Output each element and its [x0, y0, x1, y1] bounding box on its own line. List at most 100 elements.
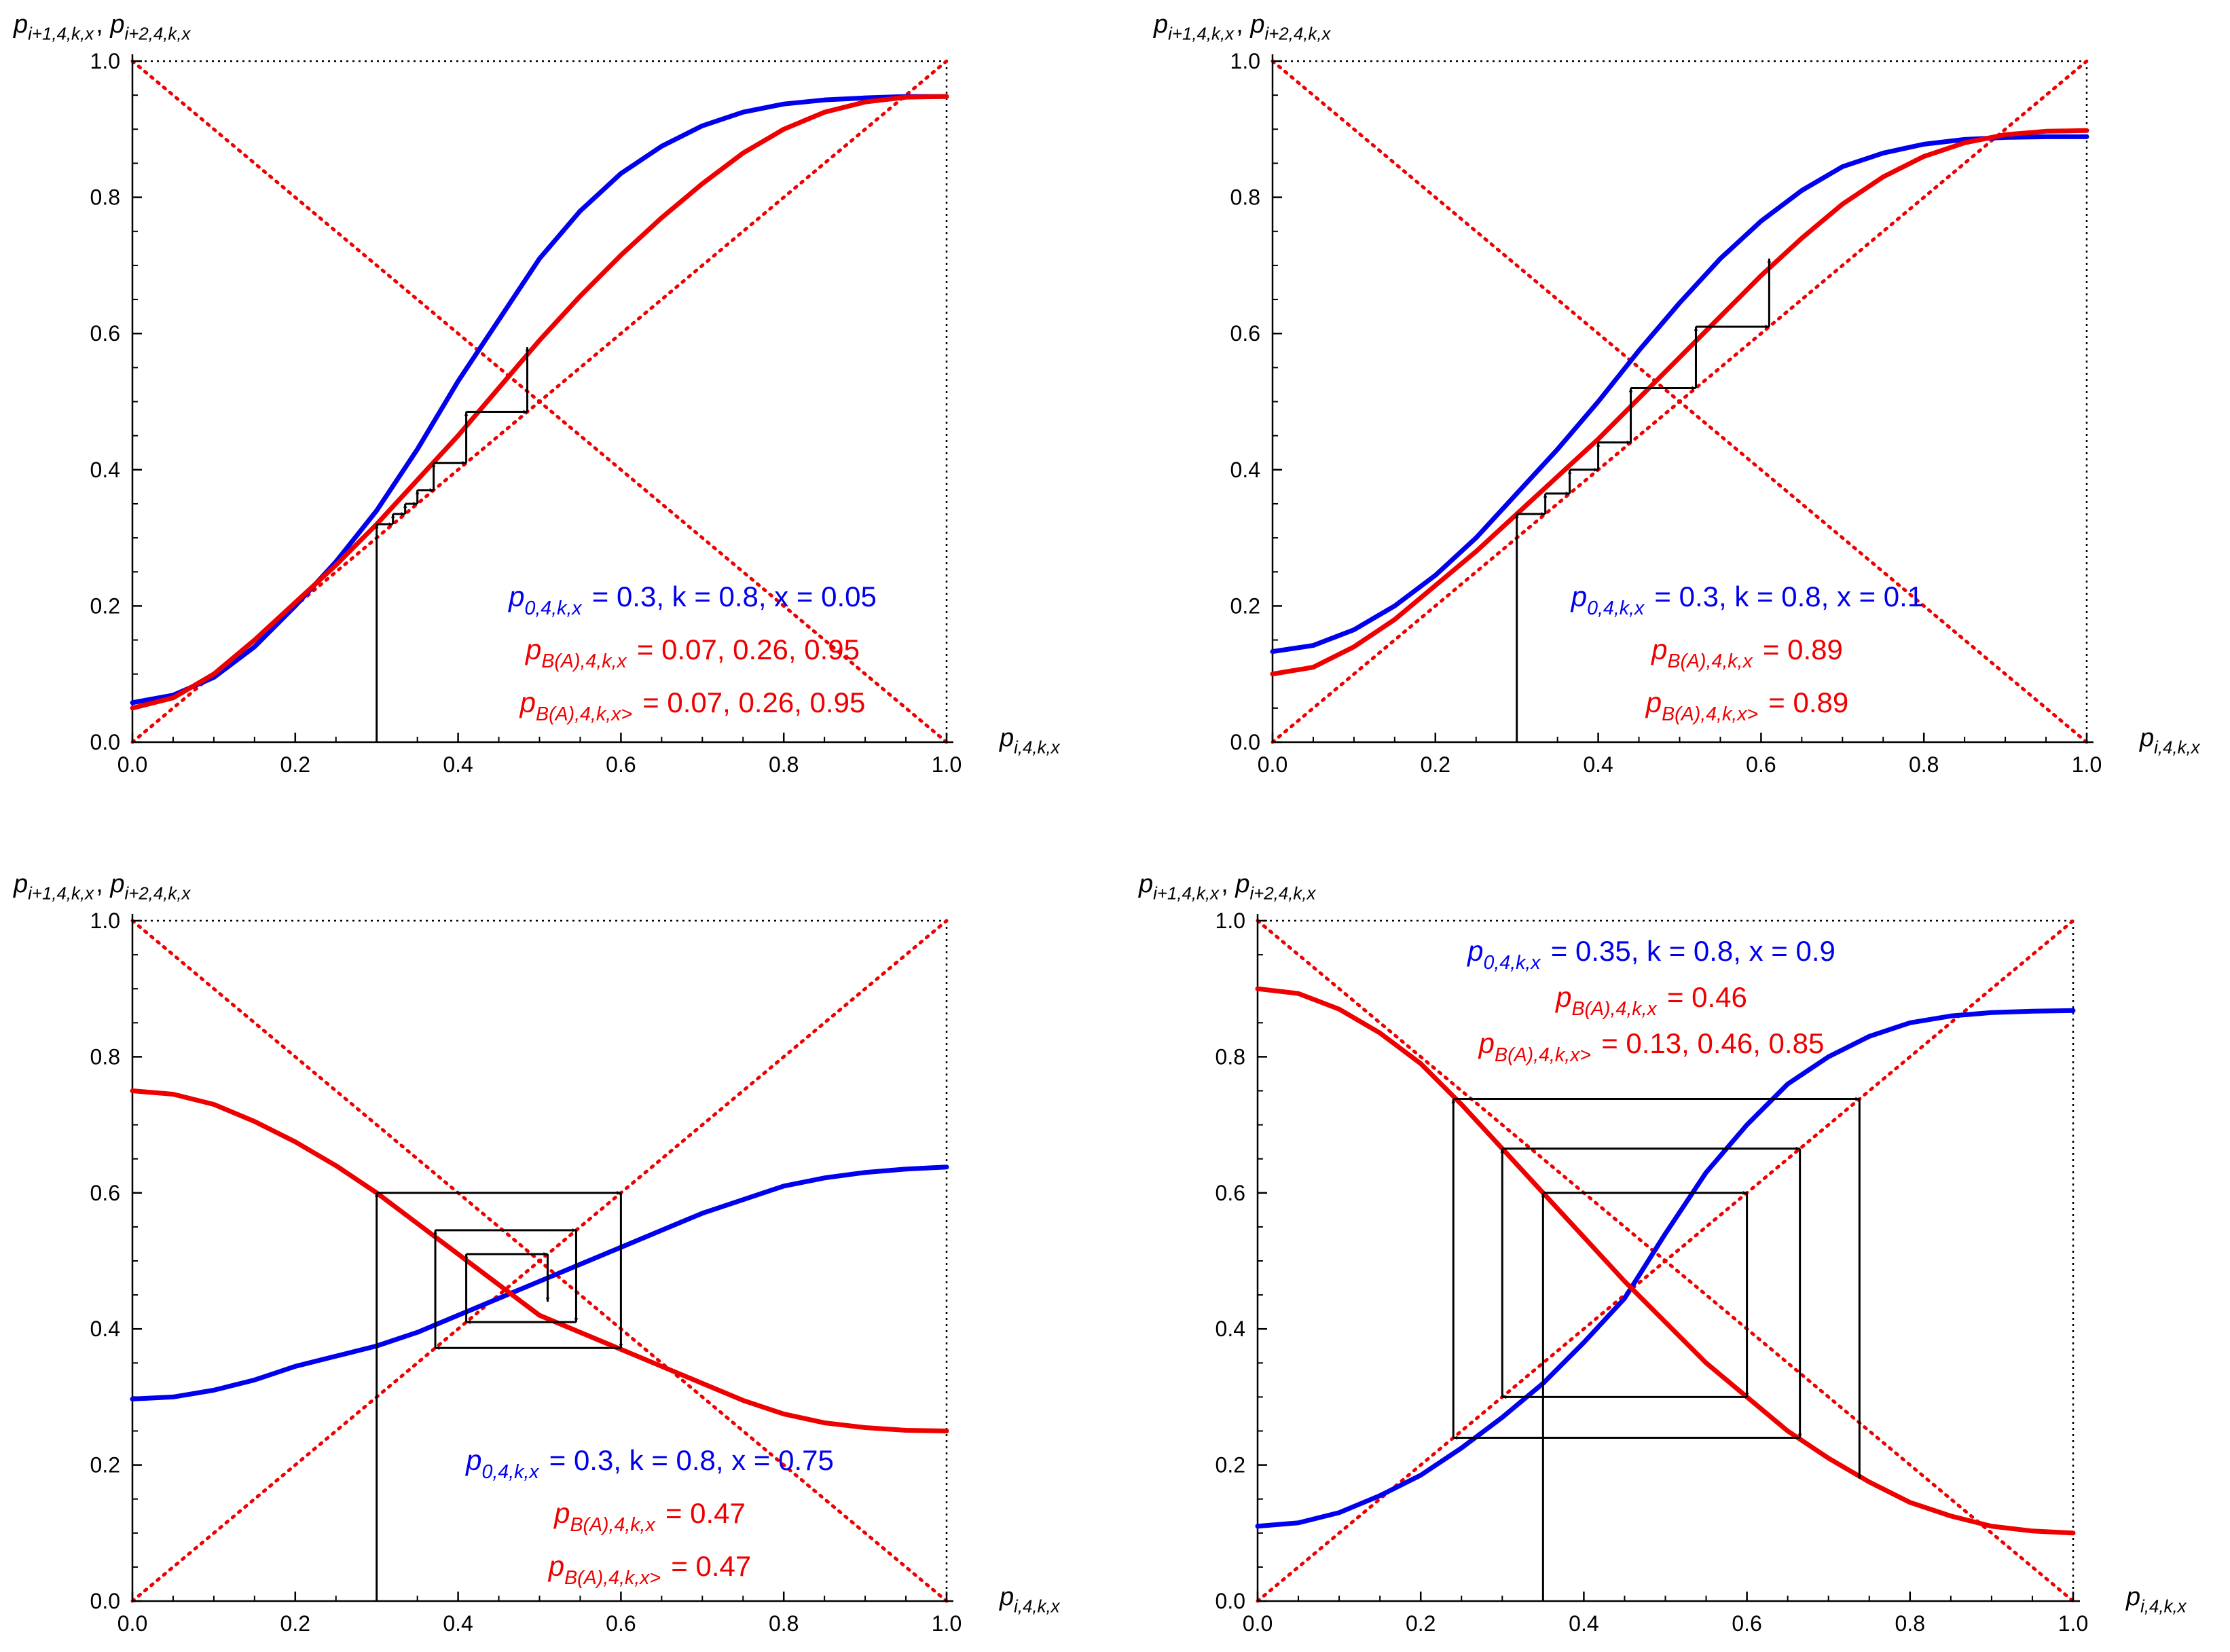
anti-diagonal: [130, 919, 949, 1603]
x-axis-label: pi,4,k,x: [2125, 1583, 2189, 1617]
x-tick-label: 0.8: [1895, 1611, 1925, 1636]
y-tick-label: 0.4: [90, 1317, 120, 1341]
y-axis-label-part: ,: [96, 10, 110, 39]
y-axis-label-part: p: [109, 870, 124, 898]
annotation-line-2-subscript: B(A),4,k,x: [570, 1514, 656, 1536]
x-tick-label: 1.0: [2058, 1611, 2088, 1636]
x-tick-label: 0.0: [117, 752, 147, 777]
panel-top-left: 0.0 0.2 0.4 0.6 0.8 1.00.00.20.40.60.81.0pi,4…: [13, 10, 1062, 777]
x-tick-label: 0.0: [1243, 1611, 1273, 1636]
x-tick-label: 0.6: [1746, 752, 1776, 777]
annotation-line-1: p0,4,k,x = 0.3, k = 0.8, x = 0.1: [1570, 581, 1923, 619]
annotation-line-2-subscript: B(A),4,k,x: [1667, 650, 1753, 672]
y-tick-label: 1.0: [90, 49, 120, 73]
x-tick-label: 1.0: [932, 752, 962, 777]
y-axis-label-part: ,: [1236, 10, 1250, 39]
x-axis-label-baseline: [2200, 724, 2202, 752]
y-tick-label: 0.2: [90, 1453, 120, 1477]
y-axis-label-part: p: [1153, 10, 1168, 39]
y-tick-label: 0.4: [1215, 1317, 1245, 1341]
series-line-blue: [1255, 1008, 2076, 1529]
annotation-line-1-part: = 0.3, k = 0.8, x = 0.75: [541, 1444, 834, 1476]
annotation-line-1-subscript: 0,4,k,x: [481, 1461, 540, 1483]
y-tick-label: 0.8: [90, 1044, 120, 1069]
x-tick-label: 0.4: [1569, 1611, 1598, 1636]
x-axis-label: pi,4,k,x: [999, 724, 1062, 758]
x-tick-label: 1.0: [2072, 752, 2102, 777]
annotation-line-2-part: = 0.46: [1659, 981, 1747, 1013]
annotation-line-3: pB(A),4,k,x> = 0.47: [547, 1550, 751, 1589]
y-tick-label: 0.2: [1230, 593, 1260, 618]
x-tick-label: 0.8: [1909, 752, 1939, 777]
x-tick-label: 0.2: [1406, 1611, 1436, 1636]
annotation-line-1-part: = 0.35, k = 0.8, x = 0.9: [1543, 935, 1835, 967]
y-tick-label: 0.4: [90, 458, 120, 482]
x-axis-label-part: p: [2139, 724, 2154, 752]
x-tick-label: 0.2: [280, 752, 310, 777]
y-axis-label-part: p: [1249, 10, 1264, 39]
x-tick-label: 0.0: [1258, 752, 1287, 777]
y-axis-label-subscript: i+2,4,k,x: [125, 25, 191, 44]
x-axis-label-subscript: i,4,k,x: [1014, 1598, 1061, 1617]
x-tick-label: 0.4: [443, 1611, 473, 1636]
x-axis-label: pi,4,k,x: [2139, 724, 2202, 758]
y-axis-label-part: p: [109, 10, 124, 39]
x-axis-label-part: p: [999, 724, 1014, 752]
x-tick-label: 0.4: [443, 752, 473, 777]
y-axis-label-subscript: i+1,4,k,x: [28, 25, 94, 44]
annotation-line-1-subscript: 0,4,k,x: [524, 598, 583, 619]
y-axis-label-part: p: [13, 10, 28, 39]
x-tick-label: 0.4: [1583, 752, 1613, 777]
x-tick-label: 0.6: [606, 1611, 636, 1636]
panel-bottom-right: 0.0 0.2 0.4 0.6 0.8 1.00.00.20.40.60.81.0pi,4…: [1138, 870, 2189, 1636]
series-line-blue: [1270, 134, 2089, 655]
y-axis-label: pi+1,4,k,x , pi+2,4,k,x: [1153, 10, 1333, 44]
annotation-line-3: pB(A),4,k,x> = 0.89: [1645, 686, 1848, 725]
annotation-line-2-part: p: [1650, 634, 1667, 665]
x-axis-label-part: p: [2125, 1583, 2140, 1611]
panel-top-right: 0.0 0.2 0.4 0.6 0.8 1.00.00.20.40.60.81.0pi,4…: [1153, 10, 2202, 777]
series-line-blue: [130, 1164, 949, 1401]
x-axis-label-part: p: [999, 1583, 1014, 1611]
annotation-line-2-subscript: B(A),4,k,x: [541, 650, 627, 672]
annotation-line-1-part: p: [1570, 581, 1587, 612]
y-axis-label-baseline: [190, 870, 192, 898]
annotation-line-2-part: = 0.47: [657, 1497, 746, 1529]
y-tick-label: 0.4: [1230, 458, 1260, 482]
x-axis-label-subscript: i,4,k,x: [2140, 1598, 2187, 1617]
y-axis-label-part: ,: [1221, 870, 1235, 898]
x-axis-label: pi,4,k,x: [999, 1583, 1062, 1617]
series-line-red: [130, 94, 949, 711]
annotation-line-3-part: p: [1645, 686, 1662, 718]
x-axis-label-baseline: [1060, 724, 1062, 752]
annotation-line-3-part: = 0.13, 0.46, 0.85: [1594, 1027, 1825, 1059]
x-tick-label: 0.6: [1732, 1611, 1761, 1636]
y-tick-label: 0.6: [1230, 321, 1260, 346]
annotation-line-1-part: p: [507, 581, 524, 612]
annotation-line-2-subscript: B(A),4,k,x: [1571, 998, 1658, 1020]
y-axis-label-subscript: i+2,4,k,x: [125, 885, 191, 904]
y-axis-label-part: p: [1235, 870, 1249, 898]
y-axis-label-subscript: i+2,4,k,x: [1265, 25, 1332, 44]
y-tick-label: 1.0: [1230, 49, 1260, 73]
annotation-line-3-part: = 0.89: [1761, 686, 1849, 718]
annotation-line-3-part: p: [547, 1550, 564, 1582]
x-axis-label-baseline: [2187, 1583, 2189, 1611]
y-axis-label-part: p: [13, 870, 28, 898]
annotation-line-1: p0,4,k,x = 0.3, k = 0.8, x = 0.75: [464, 1444, 834, 1483]
annotation-line-3-subscript: B(A),4,k,x>: [536, 703, 632, 725]
x-tick-label: 0.6: [606, 752, 636, 777]
annotation-line-3-subscript: B(A),4,k,x>: [1662, 703, 1758, 725]
annotation-line-3-part: p: [1478, 1027, 1495, 1059]
annotation-line-2: pB(A),4,k,x = 0.46: [1554, 981, 1747, 1020]
annotation-line-2-part: p: [553, 1497, 570, 1529]
y-axis-label-part: p: [1138, 870, 1153, 898]
annotation-line-1-part: p: [1466, 935, 1483, 967]
annotation-line-1-part: = 0.3, k = 0.8, x = 0.05: [584, 581, 877, 612]
annotation-line-1-subscript: 0,4,k,x: [1483, 952, 1541, 974]
y-axis-label-baseline: [1315, 870, 1317, 898]
x-tick-label: 0.2: [280, 1611, 310, 1636]
annotation-line-1-part: p: [464, 1444, 481, 1476]
panel-bottom-left: 0.0 0.2 0.4 0.6 0.8 1.00.00.20.40.60.81.0pi,4…: [13, 870, 1062, 1636]
